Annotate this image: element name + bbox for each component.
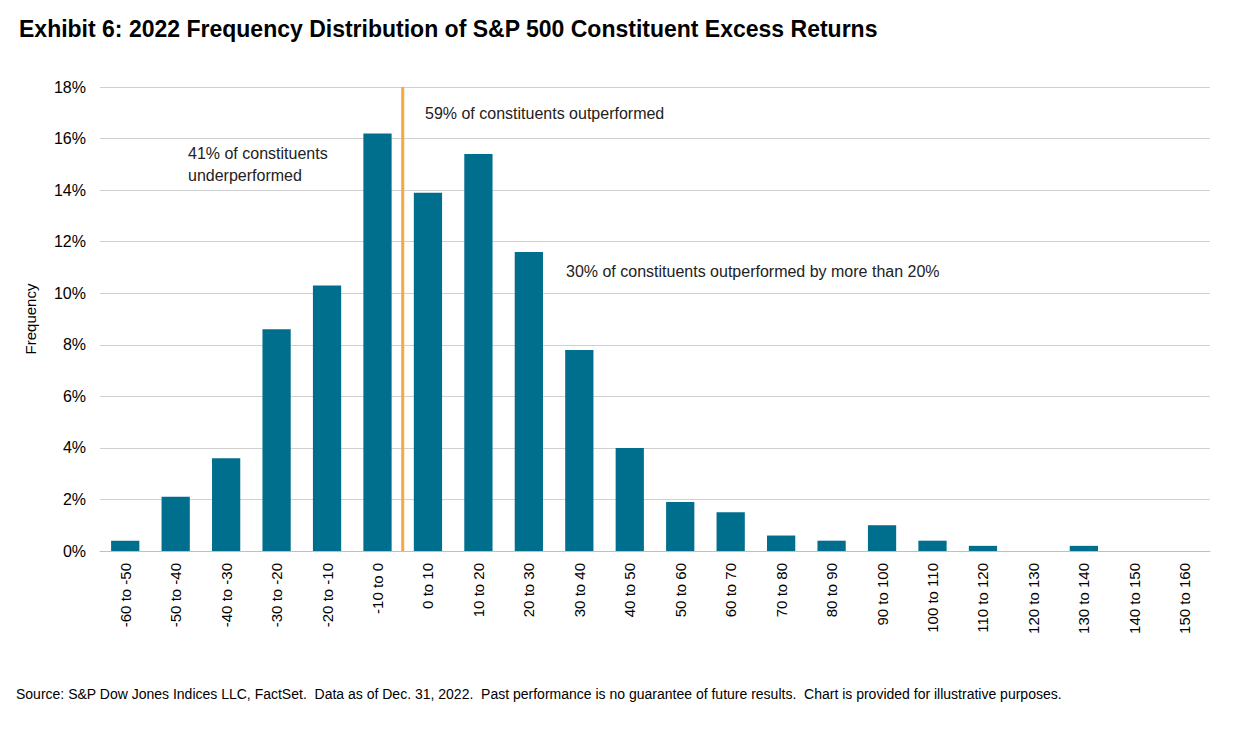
svg-text:0%: 0%: [63, 543, 86, 560]
svg-text:110 to 120: 110 to 120: [974, 563, 991, 633]
svg-text:-10 to 0: -10 to 0: [369, 563, 386, 614]
svg-text:80 to 90: 80 to 90: [823, 563, 840, 617]
svg-text:Frequency: Frequency: [22, 283, 39, 354]
svg-text:14%: 14%: [54, 182, 86, 199]
svg-text:0 to 10: 0 to 10: [419, 563, 436, 609]
svg-text:underperformed: underperformed: [188, 167, 302, 184]
svg-text:100 to 110: 100 to 110: [924, 563, 941, 633]
svg-text:6%: 6%: [63, 388, 86, 405]
svg-text:41% of constituents: 41% of constituents: [188, 145, 328, 162]
svg-text:-30 to -20: -30 to -20: [268, 563, 285, 627]
svg-text:130 to 140: 130 to 140: [1075, 563, 1092, 634]
svg-text:50 to 60: 50 to 60: [672, 563, 689, 617]
svg-text:-60 to -50: -60 to -50: [117, 563, 134, 627]
svg-text:8%: 8%: [63, 336, 86, 353]
svg-text:4%: 4%: [63, 439, 86, 456]
svg-text:120 to 130: 120 to 130: [1025, 563, 1042, 634]
svg-text:Source: S&P Dow Jones Indices: Source: S&P Dow Jones Indices LLC, FactS…: [16, 686, 1062, 702]
svg-text:59% of constituents outperform: 59% of constituents outperformed: [425, 105, 664, 122]
svg-text:140 to 150: 140 to 150: [1126, 563, 1143, 634]
svg-text:20 to 30: 20 to 30: [520, 563, 537, 617]
svg-text:16%: 16%: [54, 130, 86, 147]
svg-text:Exhibit 6: 2022 Frequency Dist: Exhibit 6: 2022 Frequency Distribution o…: [19, 16, 877, 42]
svg-text:60 to 70: 60 to 70: [722, 563, 739, 617]
svg-text:2%: 2%: [63, 491, 86, 508]
svg-text:150 to 160: 150 to 160: [1176, 563, 1193, 634]
svg-text:90 to 100: 90 to 100: [874, 563, 891, 626]
svg-text:-50 to -40: -50 to -40: [167, 563, 184, 627]
svg-text:-20 to -10: -20 to -10: [319, 563, 336, 627]
svg-text:30 to 40: 30 to 40: [571, 563, 588, 617]
svg-text:30% of constituents outperform: 30% of constituents outperformed by more…: [566, 263, 940, 280]
svg-text:10%: 10%: [54, 285, 86, 302]
svg-text:-40 to -30: -40 to -30: [218, 563, 235, 627]
svg-text:40 to 50: 40 to 50: [621, 563, 638, 617]
svg-text:18%: 18%: [54, 79, 86, 96]
svg-text:12%: 12%: [54, 233, 86, 250]
svg-text:10 to 20: 10 to 20: [470, 563, 487, 617]
svg-text:70 to 80: 70 to 80: [773, 563, 790, 617]
